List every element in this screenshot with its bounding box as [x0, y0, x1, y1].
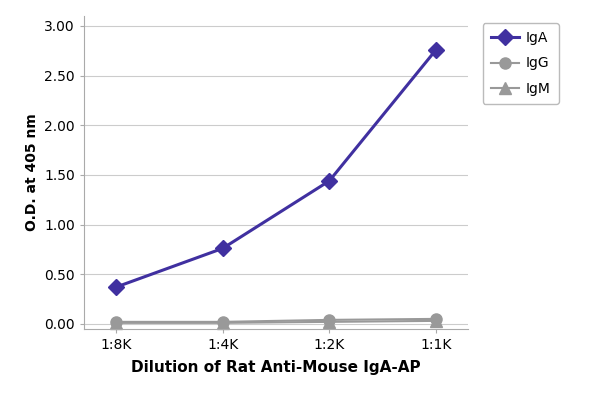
IgG	[219, 320, 226, 324]
IgG	[433, 316, 440, 321]
Legend: IgA, IgG, IgM: IgA, IgG, IgM	[482, 23, 559, 104]
IgM	[433, 318, 440, 323]
IgM	[219, 320, 226, 325]
IgG	[326, 318, 333, 322]
IgG	[112, 320, 119, 324]
IgA	[112, 285, 119, 290]
Line: IgM: IgM	[110, 315, 442, 328]
IgM	[112, 320, 119, 325]
IgA	[326, 178, 333, 183]
IgM	[326, 320, 333, 324]
IgA	[433, 47, 440, 52]
X-axis label: Dilution of Rat Anti-Mouse IgA-AP: Dilution of Rat Anti-Mouse IgA-AP	[131, 360, 421, 375]
Y-axis label: O.D. at 405 nm: O.D. at 405 nm	[25, 113, 38, 231]
Line: IgG: IgG	[110, 313, 442, 328]
IgA	[219, 246, 226, 251]
Line: IgA: IgA	[110, 44, 442, 293]
